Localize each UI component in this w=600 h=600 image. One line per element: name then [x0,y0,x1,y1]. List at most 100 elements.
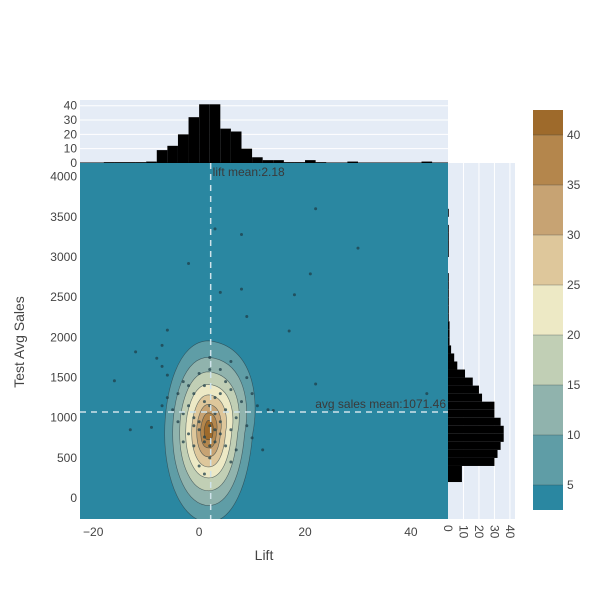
scatter-point [197,420,201,424]
scatter-point [229,460,233,464]
scatter-point [197,428,201,432]
scatter-point [213,428,217,432]
marginal-y-tick-label: 10 [456,525,470,539]
marginal-x-tick-label: 20 [64,127,78,141]
scatter-point [255,404,259,408]
y-tick-label: 4000 [50,170,77,184]
marginal-y-bar [448,409,495,418]
scatter-point [181,380,185,384]
marginal-y-bar [448,433,504,442]
marginal-x-bar [262,160,274,163]
scatter-point [314,382,318,386]
scatter-point [250,436,254,440]
marginal-y-bar [448,208,449,217]
scatter-point [213,412,217,416]
marginal-x-bar [167,145,178,163]
scatter-point [239,233,243,237]
scatter-point [187,261,191,265]
scatter-point [218,420,222,424]
scatter-point [229,388,233,392]
scatter-point [229,428,233,432]
x-tick-label: −20 [83,525,104,539]
scatter-point [266,408,270,412]
scatter-point [234,416,238,420]
colorbar-tick-label: 40 [567,128,581,142]
marginal-y-bar [448,473,462,483]
scatter-point [224,444,228,448]
marginal-y-tick-label: 30 [487,525,501,539]
marginal-x-bar [199,104,210,163]
marginal-x-bar [188,117,200,163]
scatter-point [245,424,249,428]
marginal-y-bar [448,289,449,298]
scatter-point [187,432,191,436]
scatter-point [208,368,212,372]
scatter-point [308,272,312,276]
scatter-point [292,293,296,297]
marginal-y-tick-label: 0 [441,525,455,532]
marginal-y-bar [448,457,495,466]
scatter-point [165,328,169,332]
x-tick-label: 20 [298,525,312,539]
scatter-point [192,444,196,448]
scatter-point [239,287,243,291]
colorbar-band [533,385,563,435]
scatter-point [208,456,212,460]
y-axis-title: Test Avg Sales [11,296,27,388]
marginal-y-bar [448,240,449,249]
scatter-point [314,207,318,211]
scatter-point [202,384,206,388]
scatter-point [160,343,164,347]
scatter-point [245,314,249,318]
scatter-point [112,379,116,383]
marginal-y-bar [448,385,479,394]
marginal-x-tick-label: 30 [64,113,78,127]
main-plot-background [80,163,448,519]
scatter-point [229,359,233,363]
scatter-point [160,364,164,368]
marginal-y-bar [448,337,450,346]
scatter-point [192,416,196,420]
marginal-x-bar [241,148,253,163]
marginal-y-bar [448,401,495,410]
marginal-y-bar [448,297,449,306]
scatter-point [187,384,191,388]
marginal-y-bar [448,361,458,370]
marginal-y-bar [448,369,466,378]
y-tick-label: 500 [57,451,77,465]
scatter-point [218,432,222,436]
marginal-y-bar [448,465,462,474]
scatter-point [213,440,217,444]
scatter-point [202,440,206,444]
marginal-y-tick-label: 20 [472,525,486,539]
scatter-point [208,355,212,359]
colorbar-tick-label: 35 [567,178,581,192]
colorbar-band [533,185,563,235]
marginal-x-bar [220,128,231,163]
scatter-point [261,448,265,452]
scatter-point [165,373,169,377]
colorbar: 5 10 15 20 25 30 35 40 [533,110,581,510]
marginal-y-panel: 0 10 20 30 40 [441,163,517,539]
scatter-point [181,440,185,444]
colorbar-band [533,485,563,510]
marginal-y-bar [448,345,452,354]
marginal-y-bar [448,273,449,282]
marginal-x-bar [230,131,242,163]
marginal-y-bar [448,393,483,402]
y-tick-label: 2000 [50,330,77,344]
scatter-point [197,372,201,376]
scatter-point [239,400,243,404]
y-tick-label: 3500 [50,210,77,224]
marginal-x-tick-label: 10 [64,142,78,156]
colorbar-tick-label: 15 [567,378,581,392]
marginal-x-tick-label: 40 [64,99,78,113]
marginal-y-bar [448,321,450,330]
marginal-y-bar [448,417,501,426]
y-tick-label: 1000 [50,411,77,425]
colorbar-band [533,235,563,285]
y-tick-label: 0 [70,491,77,505]
marginal-x-tick-label: 0 [70,156,77,170]
scatter-point [208,444,212,448]
